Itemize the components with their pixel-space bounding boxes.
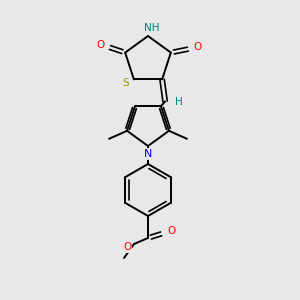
Text: O: O [194, 42, 202, 52]
Text: H: H [175, 98, 183, 107]
Text: O: O [96, 40, 104, 50]
Text: O: O [167, 226, 175, 236]
Text: O: O [123, 242, 131, 252]
Text: NH: NH [144, 23, 160, 33]
Text: S: S [123, 78, 129, 88]
Text: N: N [144, 149, 152, 159]
